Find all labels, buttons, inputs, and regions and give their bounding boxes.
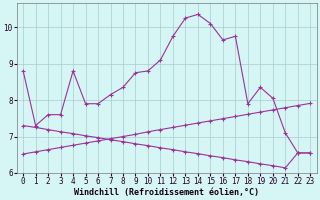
- X-axis label: Windchill (Refroidissement éolien,°C): Windchill (Refroidissement éolien,°C): [74, 188, 259, 197]
